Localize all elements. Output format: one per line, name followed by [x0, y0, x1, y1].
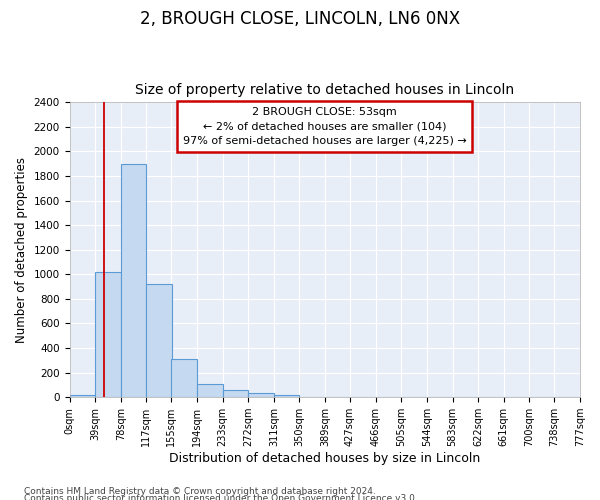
Bar [146, 284, 172, 397]
Bar [95, 272, 121, 397]
Text: 2 BROUGH CLOSE: 53sqm
← 2% of detached houses are smaller (104)
97% of semi-deta: 2 BROUGH CLOSE: 53sqm ← 2% of detached h… [183, 107, 467, 146]
Bar [172, 358, 197, 397]
Bar [223, 390, 248, 397]
Text: Contains HM Land Registry data © Crown copyright and database right 2024.: Contains HM Land Registry data © Crown c… [24, 487, 376, 496]
Title: Size of property relative to detached houses in Lincoln: Size of property relative to detached ho… [135, 83, 514, 97]
Text: Contains public sector information licensed under the Open Government Licence v3: Contains public sector information licen… [24, 494, 418, 500]
Bar [274, 395, 299, 397]
Bar [121, 164, 146, 397]
Bar [197, 384, 223, 397]
Bar [248, 393, 274, 397]
Y-axis label: Number of detached properties: Number of detached properties [15, 157, 28, 343]
X-axis label: Distribution of detached houses by size in Lincoln: Distribution of detached houses by size … [169, 452, 481, 465]
Bar [70, 395, 95, 397]
Text: 2, BROUGH CLOSE, LINCOLN, LN6 0NX: 2, BROUGH CLOSE, LINCOLN, LN6 0NX [140, 10, 460, 28]
